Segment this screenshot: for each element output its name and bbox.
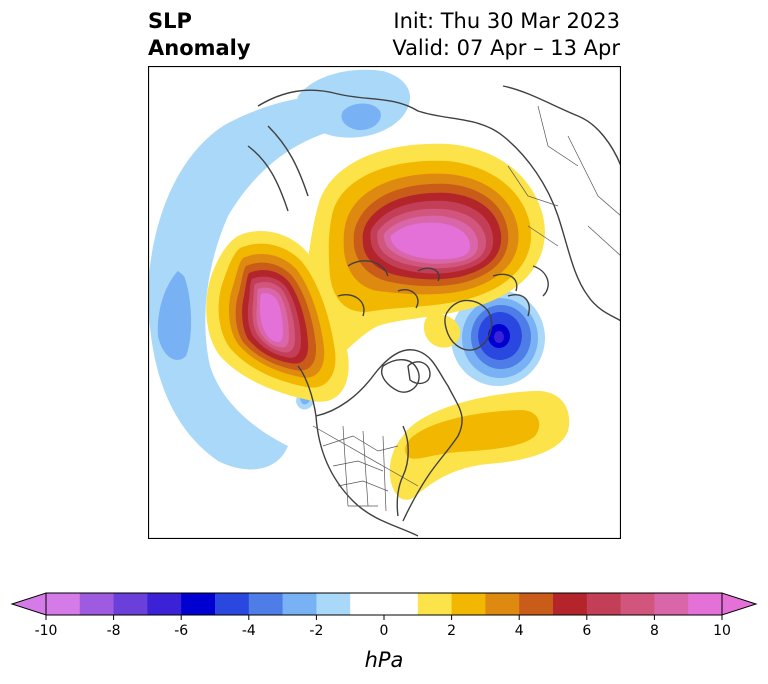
init-date: Init: Thu 30 Mar 2023 [393, 9, 620, 33]
colorbar-tick-label: 10 [713, 623, 731, 639]
colorbar-bin [553, 593, 588, 615]
colorbar-bin [586, 593, 622, 615]
colorbar-bin [654, 593, 689, 615]
colorbar-bin [282, 593, 317, 615]
colorbar-bin [316, 593, 351, 615]
colorbar-extend-max [721, 592, 758, 616]
colorbar-bin [46, 593, 81, 615]
colorbar-bin [147, 593, 182, 615]
colorbar-bins [10, 592, 758, 616]
colorbar-tick-label: 8 [650, 623, 659, 639]
colorbar-bin [451, 593, 486, 615]
colorbar-tick-label: -8 [107, 623, 121, 639]
north-pacific-positive-anomaly [206, 231, 349, 402]
map-title: SLP Anomaly [148, 8, 251, 62]
map-frame [148, 66, 621, 539]
colorbar-tick-label: 2 [447, 623, 456, 639]
western-atlantic-positive-anomaly [389, 390, 570, 500]
colorbar-bin [113, 593, 148, 615]
colorbar-bin [485, 593, 520, 615]
colorbar-tick-label: -2 [309, 623, 323, 639]
colorbar-tick-label: -6 [174, 623, 188, 639]
colorbar-tick-label: 4 [515, 623, 524, 639]
colorbar-bin [215, 593, 250, 615]
colorbar-bin [620, 593, 655, 615]
colorbar-bin [181, 593, 216, 615]
colorbar-bin [417, 593, 453, 615]
coastlines [247, 85, 621, 537]
colorbar-bin [248, 593, 284, 615]
colorbar-extend-min [10, 592, 47, 616]
anomaly-map [148, 66, 621, 539]
north-atlantic-negative-anomaly [451, 290, 545, 386]
pacific-negative-arc [148, 81, 410, 470]
colorbar-tick-label: 0 [380, 623, 389, 639]
colorbar: -10 -8 -6 -4 -2 0 2 4 6 8 10 hPa [10, 592, 758, 672]
arctic-positive-anomaly [299, 143, 545, 366]
title-line-type: Anomaly [148, 36, 251, 60]
pacific-negative-core [157, 271, 192, 360]
siberia-negative-anomaly [297, 69, 411, 138]
colorbar-unit: hPa [365, 648, 404, 672]
forecast-dates: Init: Thu 30 Mar 2023 Valid: 07 Apr – 13… [392, 8, 620, 62]
colorbar-bin [688, 593, 723, 615]
colorbar-bin [79, 593, 115, 615]
colorbar-tick-label: 6 [582, 623, 591, 639]
colorbar-tick-label: -4 [242, 623, 256, 639]
title-line-variable: SLP [148, 9, 192, 33]
siberia-negative-core [341, 103, 381, 131]
colorbar-tick-label: -10 [35, 623, 58, 639]
colorbar-bin [519, 593, 554, 615]
valid-range: Valid: 07 Apr – 13 Apr [392, 36, 620, 60]
country-borders [312, 105, 621, 512]
colorbar-bin [350, 593, 419, 615]
colorbar-ticks: -10 -8 -6 -4 -2 0 2 4 6 8 10 [35, 615, 731, 639]
